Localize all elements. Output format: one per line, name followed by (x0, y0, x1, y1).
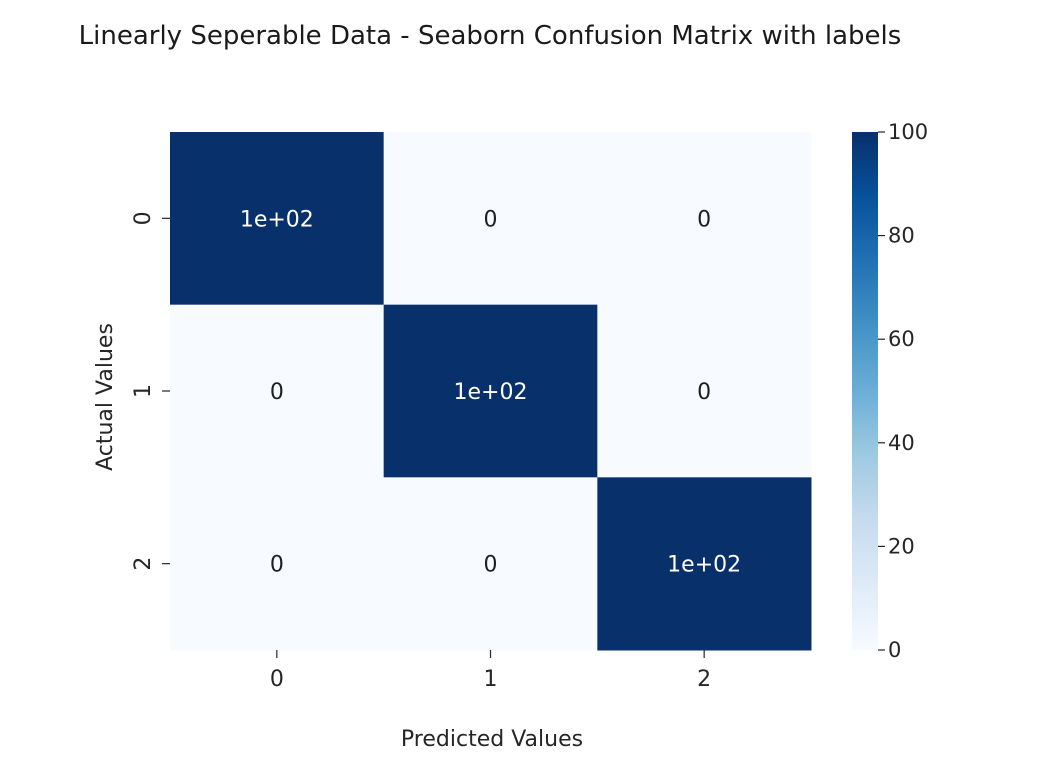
colorbar-tick-label: 0 (888, 638, 901, 662)
cell-annotation: 1e+02 (667, 553, 741, 578)
cell-annotation: 0 (270, 380, 284, 405)
heatmap-annotations: 1e+02 0 0 0 1e+02 0 0 0 1e+02 (240, 207, 741, 577)
heatmap-cell (383, 132, 598, 306)
cell-annotation: 1e+02 (454, 380, 528, 405)
cell-annotation: 0 (484, 553, 498, 578)
colorbar-ticks: 0 20 40 60 80 100 (878, 120, 928, 662)
heatmap-cell (383, 477, 598, 651)
cell-annotation: 0 (484, 207, 498, 232)
colorbar-tick-label: 60 (888, 327, 915, 351)
cell-annotation: 0 (697, 380, 711, 405)
x-tick-label: 2 (697, 667, 711, 692)
colorbar-tick-label: 100 (888, 120, 928, 144)
x-tick-label: 1 (484, 667, 498, 692)
heatmap-cell (170, 477, 385, 651)
cell-annotation: 1e+02 (240, 207, 314, 232)
y-tick-label: 1 (131, 384, 156, 398)
heatmap-cell (597, 304, 812, 478)
colorbar (852, 132, 878, 650)
y-tick-label: 2 (131, 557, 156, 571)
x-tick-label: 0 (270, 667, 284, 692)
colorbar-tick-label: 40 (888, 431, 915, 455)
y-axis-ticks: 0 1 2 (131, 211, 170, 571)
cell-annotation: 0 (697, 207, 711, 232)
x-axis-label: Predicted Values (401, 727, 583, 752)
colorbar-tick-label: 80 (888, 224, 915, 248)
y-axis-label: Actual Values (93, 323, 118, 471)
colorbar-tick-label: 20 (888, 534, 915, 558)
x-axis-ticks: 0 1 2 (270, 650, 711, 692)
y-tick-label: 0 (131, 211, 156, 225)
heatmap-cell (597, 132, 812, 306)
chart-title: Linearly Seperable Data - Seaborn Confus… (79, 21, 902, 51)
heatmap-cell (383, 304, 598, 478)
cell-annotation: 0 (270, 553, 284, 578)
heatmap-cell (597, 477, 812, 651)
heatmap-cell (170, 132, 385, 306)
heatmap-cell (170, 304, 385, 478)
heatmap-cells (170, 132, 812, 651)
